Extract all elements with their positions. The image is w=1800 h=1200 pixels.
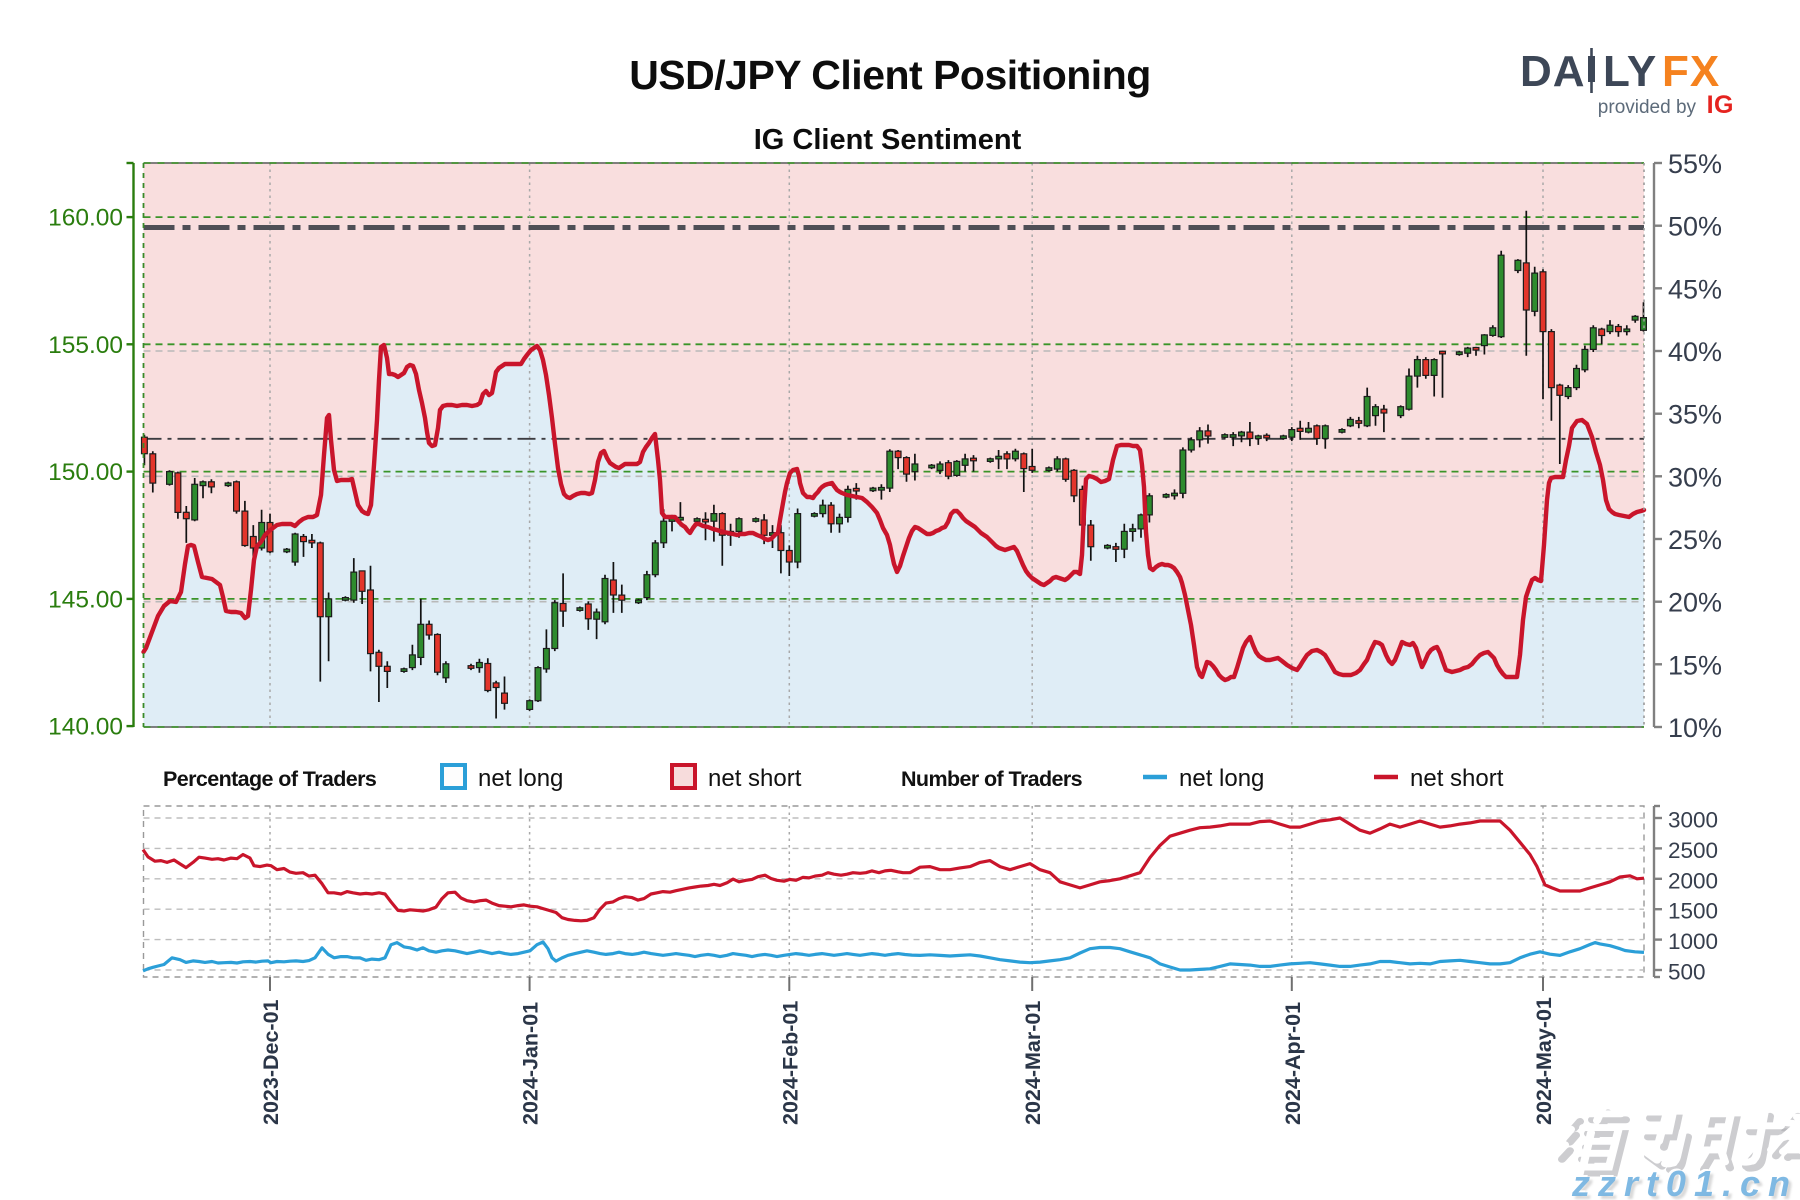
svg-text:3000: 3000	[1668, 808, 1718, 833]
svg-text:2500: 2500	[1668, 838, 1718, 863]
svg-text:net short: net short	[1410, 765, 1504, 792]
svg-text:1500: 1500	[1668, 899, 1718, 924]
svg-text:45%: 45%	[1668, 274, 1722, 304]
svg-text:140.00: 140.00	[48, 714, 123, 741]
svg-text:155.00: 155.00	[48, 332, 123, 359]
svg-text:15%: 15%	[1668, 650, 1722, 680]
svg-text:50%: 50%	[1668, 212, 1722, 242]
svg-text:2000: 2000	[1668, 868, 1718, 893]
svg-text:145.00: 145.00	[48, 586, 123, 613]
svg-text:2023-Dec-01: 2023-Dec-01	[259, 999, 283, 1125]
svg-text:30%: 30%	[1668, 462, 1722, 492]
svg-text:40%: 40%	[1668, 337, 1722, 367]
svg-text:2024-Apr-01: 2024-Apr-01	[1281, 1002, 1305, 1125]
svg-text:55%: 55%	[1668, 149, 1722, 179]
svg-text:net short: net short	[708, 765, 802, 792]
svg-text:FX: FX	[1662, 48, 1720, 94]
svg-text:2024-Feb-01: 2024-Feb-01	[778, 1001, 802, 1125]
svg-text:2024-May-01: 2024-May-01	[1532, 997, 1556, 1125]
svg-text:150.00: 150.00	[48, 459, 123, 486]
svg-text:160.00: 160.00	[48, 205, 123, 232]
svg-text:Percentage of Traders: Percentage of Traders	[163, 767, 377, 791]
svg-text:DA: DA	[1520, 48, 1586, 94]
svg-text:LY: LY	[1603, 48, 1657, 94]
svg-text:20%: 20%	[1668, 588, 1722, 618]
svg-text:2024-Jan-01: 2024-Jan-01	[519, 1002, 543, 1125]
svg-text:net long: net long	[478, 765, 563, 792]
svg-text:500: 500	[1668, 960, 1706, 985]
svg-text:2024-Mar-01: 2024-Mar-01	[1021, 1001, 1045, 1125]
svg-text:Number of Traders: Number of Traders	[901, 767, 1083, 791]
svg-text:35%: 35%	[1668, 400, 1722, 430]
svg-text:net long: net long	[1179, 765, 1264, 792]
svg-text:1000: 1000	[1668, 929, 1718, 954]
svg-text:10%: 10%	[1668, 713, 1722, 743]
svg-text:25%: 25%	[1668, 525, 1722, 555]
